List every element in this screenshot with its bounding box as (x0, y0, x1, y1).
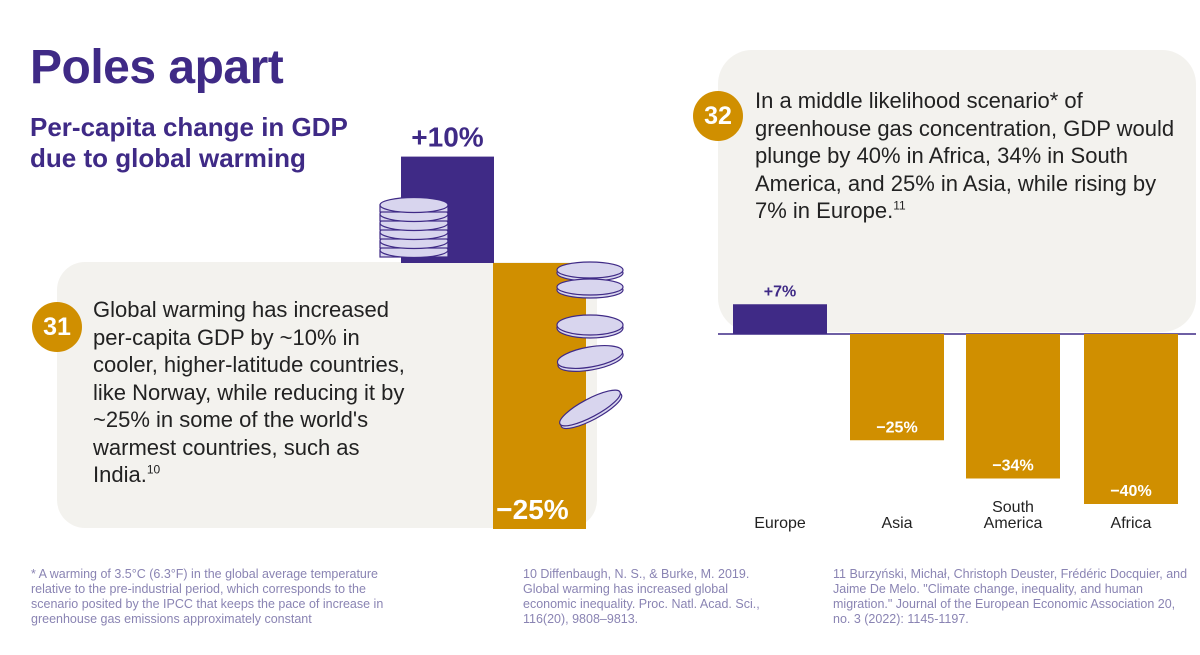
bar-value-label: −25% (876, 419, 917, 436)
bar-europe (733, 304, 827, 334)
insight-body: In a middle likelihood scenario* of gree… (755, 88, 1175, 223)
bar-value-label: +7% (764, 283, 796, 300)
bar-warmest-countries (493, 263, 586, 529)
coin (559, 389, 621, 427)
category-label: Asia (881, 515, 912, 532)
insight-text-31: Global warming has increased per-capita … (93, 296, 428, 489)
footnote-10: 10 Diffenbaugh, N. S., & Burke, M. 2019.… (523, 567, 760, 626)
footnote-11: 11 Burzyński, Michał, Christoph Deuster,… (833, 567, 1188, 626)
footnote-ref: 11 (893, 198, 906, 213)
gdp-change-chart-latitude: +10% −25% (379, 122, 624, 529)
coin (556, 345, 624, 369)
category-label: America (984, 515, 1043, 532)
page-title: Poles apart (30, 41, 284, 94)
insight-card-32 (718, 50, 1196, 332)
category-label: Africa (1111, 515, 1152, 532)
bar-africa (1084, 334, 1178, 504)
bar-value-label: −34% (992, 458, 1033, 475)
bar-south-america (966, 334, 1060, 479)
bar-value-label: −40% (1110, 483, 1151, 500)
bar-value-label: +10% (411, 122, 483, 153)
insight-number-badge: 32 (693, 91, 743, 141)
coin (379, 196, 449, 214)
insight-number-badge: 31 (32, 302, 82, 352)
footnote-scenario: * A warming of 3.5°C (6.3°F) in the glob… (31, 567, 384, 626)
bar-value-label: −25% (496, 494, 568, 525)
coin (556, 278, 624, 296)
insight-text-32: In a middle likelihood scenario* of gree… (755, 87, 1175, 225)
coin (556, 314, 624, 336)
footnote-ref: 10 (146, 462, 161, 477)
coin (556, 261, 624, 279)
bar-asia (850, 334, 944, 441)
insight-body: Global warming has increased per-capita … (93, 297, 405, 487)
category-label: South (992, 499, 1034, 516)
category-label: Europe (754, 515, 806, 532)
chart-subtitle: Per-capita change in GDP due to global w… (30, 112, 348, 173)
